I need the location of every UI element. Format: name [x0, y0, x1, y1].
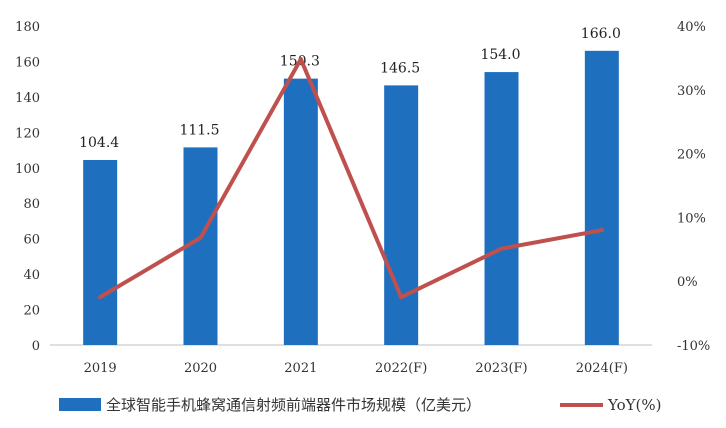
left-axis-tick-label: 180: [15, 20, 40, 35]
yoy-point: [298, 57, 303, 62]
bar-data-label: 146.5: [380, 60, 420, 76]
x-axis-tick-label: 2019: [84, 361, 117, 376]
bar: [484, 72, 519, 346]
right-axis: -10% 0% 10% 20% 30% 40%: [677, 20, 710, 354]
right-axis-tick-label: 20%: [677, 148, 706, 163]
yoy-point: [599, 228, 604, 233]
left-axis-tick-label: 160: [15, 55, 40, 70]
right-axis-tick-label: 0%: [677, 275, 698, 290]
legend-bar-swatch: [59, 398, 101, 411]
bar: [584, 50, 619, 346]
bar-data-label: 166.0: [581, 26, 621, 42]
left-axis-tick-label: 120: [15, 126, 40, 141]
bar-series: [83, 50, 619, 346]
left-axis-tick-label: 0: [32, 339, 40, 354]
right-axis-tick-label: 10%: [677, 211, 706, 226]
bar: [384, 85, 419, 345]
x-axis-tick-label: 2022(F): [375, 361, 427, 376]
left-axis-tick-label: 140: [15, 91, 40, 106]
x-axis-tick-labels: 2019 2020 2021 2022(F) 2023(F) 2024(F): [84, 361, 628, 376]
left-axis: 0 20 40 60 80 100 120 140 160 180: [15, 20, 40, 354]
right-axis-tick-label: 30%: [677, 84, 706, 99]
x-axis-tick-label: 2024(F): [576, 361, 628, 376]
right-axis-tick-label: 40%: [677, 20, 706, 35]
bar-data-label: 104.4: [79, 135, 119, 151]
yoy-point: [399, 295, 404, 300]
yoy-line-series: [98, 57, 604, 300]
x-axis-tick-label: 2020: [184, 361, 217, 376]
x-axis-tick-label: 2021: [284, 361, 317, 376]
left-axis-tick-label: 60: [23, 233, 40, 248]
left-axis-tick-label: 20: [23, 304, 40, 319]
left-axis-tick-label: 80: [23, 197, 40, 212]
yoy-point: [98, 295, 103, 300]
left-axis-tick-label: 100: [15, 162, 40, 177]
yoy-point: [499, 246, 504, 251]
bar: [283, 78, 318, 345]
legend: 全球智能手机蜂窝通信射频前端器件市场规模（亿美元） YoY(%): [59, 396, 662, 414]
left-axis-tick-label: 40: [23, 268, 40, 283]
legend-line-label: YoY(%): [607, 396, 662, 414]
bar-data-label: 154.0: [480, 47, 520, 63]
x-axis-tick-label: 2023(F): [475, 361, 527, 376]
yoy-line: [98, 57, 604, 300]
bar: [83, 159, 118, 345]
legend-bar-label: 全球智能手机蜂窝通信射频前端器件市场规模（亿美元）: [106, 396, 481, 414]
bar-data-label: 111.5: [179, 122, 219, 138]
right-axis-tick-label: -10%: [677, 339, 710, 354]
yoy-point: [198, 235, 203, 240]
